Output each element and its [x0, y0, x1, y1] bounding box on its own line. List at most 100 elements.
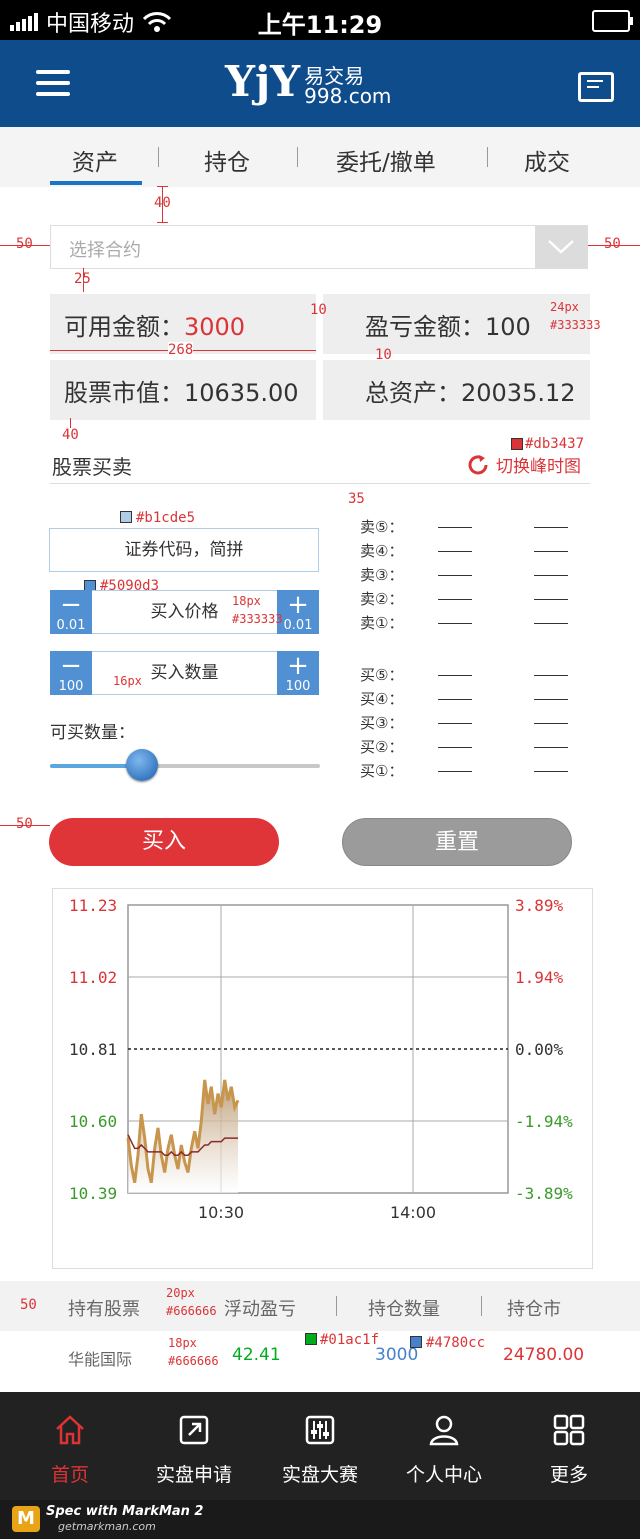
spec-label: 24px — [550, 300, 579, 314]
nav-profile[interactable]: 个人中心 — [380, 1392, 508, 1500]
tab-divider — [297, 147, 298, 167]
pnl-card: 盈亏金额：100 — [323, 294, 590, 354]
ask-level-label: 卖②： — [360, 590, 404, 608]
grid-icon — [553, 1414, 585, 1446]
menu-icon[interactable] — [36, 70, 70, 96]
contract-select[interactable]: 选择合约 — [50, 225, 588, 269]
qty-step-label: 100 — [285, 679, 311, 694]
y2-tick-label: 3.89% — [515, 896, 564, 915]
spec-label: 50 — [16, 236, 33, 252]
spec-label: #db3437 — [525, 436, 585, 452]
nav-contest[interactable]: 实盘大赛 — [256, 1392, 384, 1500]
average-line — [127, 1134, 238, 1157]
ask-price-empty — [438, 551, 472, 552]
reset-button[interactable]: 重置 — [342, 818, 572, 866]
quantity-slider-fill — [50, 764, 142, 768]
wifi-icon — [142, 12, 172, 32]
col-header-qty: 持仓数量 — [368, 1299, 440, 1320]
spec-label: 50 — [16, 816, 33, 832]
col-divider — [481, 1296, 482, 1316]
total-assets-label: 总资产： — [365, 379, 461, 407]
ask-level-label: 卖④： — [360, 542, 404, 560]
col-header-pnl: 浮动盈亏 — [224, 1299, 296, 1320]
plus-icon: + — [287, 651, 309, 681]
nav-home[interactable]: 首页 — [6, 1392, 134, 1500]
bid-price-empty — [438, 675, 472, 676]
price-decrease-button[interactable]: − 0.01 — [50, 590, 92, 634]
ask-volume-empty — [534, 551, 568, 552]
contract-select-placeholder: 选择合约 — [69, 240, 141, 261]
chart-svg: 11.23 3.89% 11.02 1.94% 10.81 0.00% 10.60 -1.94… — [69, 896, 573, 1222]
spec-label: #01ac1f — [320, 1332, 380, 1348]
holding-name: 华能国际 — [68, 1350, 133, 1369]
nav-contest-label: 实盘大赛 — [281, 1464, 358, 1486]
color-swatch — [511, 438, 523, 450]
plus-icon: + — [287, 590, 309, 620]
active-tab-indicator — [50, 181, 142, 185]
total-assets-value: 20035.12 — [461, 379, 576, 407]
spec-label: 18px — [232, 594, 261, 608]
color-swatch — [120, 511, 132, 523]
table-row[interactable]: 华能国际 42.41 3000 24780.00 18px #666666 #0… — [0, 1332, 640, 1380]
quantity-slider-handle[interactable] — [125, 749, 158, 781]
app-header: YjY 易交易 998.com — [0, 40, 640, 127]
ask-price-empty — [438, 599, 472, 600]
spec-line — [70, 418, 71, 428]
x-tick-label: 10:30 — [198, 1203, 244, 1222]
dropdown-button[interactable] — [535, 226, 587, 268]
col-divider — [336, 1296, 337, 1316]
buy-quantity-input[interactable]: 买入数量 — [92, 651, 277, 695]
qty-decrease-button[interactable]: − 100 — [50, 651, 92, 695]
external-link-icon — [179, 1415, 209, 1445]
spec-line — [588, 245, 640, 246]
col-header-stock: 持有股票 — [68, 1299, 140, 1320]
holdings-header: 持有股票 浮动盈亏 持仓数量 持仓市 20px #666666 — [0, 1281, 640, 1331]
ask-level-label: 卖③： — [360, 566, 404, 584]
divider — [50, 483, 590, 484]
spec-line — [157, 186, 168, 187]
bid-volume-empty — [534, 699, 568, 700]
price-increase-button[interactable]: + 0.01 — [277, 590, 319, 634]
spec-line — [0, 245, 50, 246]
total-assets-card: 总资产：20035.12 — [323, 360, 590, 420]
spec-label: 40 — [154, 195, 171, 211]
y2-tick-label: 1.94% — [515, 968, 564, 987]
buy-price-input[interactable]: 买入价格 — [92, 590, 277, 634]
switch-chart-button[interactable]: 切换峰时图 — [466, 452, 581, 477]
spec-label: #333333 — [232, 612, 283, 626]
bid-level-label: 买⑤： — [360, 666, 404, 684]
quantity-slider-track[interactable] — [50, 764, 320, 768]
spec-label: 50 — [20, 1297, 37, 1313]
markman-footer: M Spec with MarkMan 2 getmarkman.com — [0, 1500, 640, 1539]
ask-level-label: 卖①： — [360, 614, 404, 632]
markman-logo: M — [12, 1506, 40, 1532]
tab-assets[interactable]: 资产 — [72, 150, 118, 176]
refresh-icon — [468, 454, 488, 474]
spec-label: 50 — [604, 236, 621, 252]
spec-line — [83, 268, 84, 292]
spec-label: 10 — [310, 302, 327, 318]
message-icon[interactable] — [578, 72, 614, 102]
bid-volume-empty — [534, 675, 568, 676]
tab-positions[interactable]: 持仓 — [204, 150, 250, 176]
tab-orders[interactable]: 委托/撤单 — [336, 150, 436, 176]
nav-more[interactable]: 更多 — [505, 1392, 633, 1500]
spec-line — [157, 222, 168, 223]
bid-level-label: 买③： — [360, 714, 404, 732]
tab-divider — [158, 147, 159, 167]
spec-label: #333333 — [550, 318, 601, 332]
bid-price-empty — [438, 747, 472, 748]
logo: YjY 易交易 998.com — [225, 58, 391, 107]
security-code-input[interactable]: 证券代码，简拼 — [49, 528, 319, 572]
nav-apply[interactable]: 实盘申请 — [130, 1392, 258, 1500]
buy-button[interactable]: 买入 — [49, 818, 279, 866]
pnl-value: 100 — [485, 313, 531, 341]
spec-label: 25 — [74, 271, 91, 287]
spec-label: 16px — [113, 674, 142, 688]
spec-label: 10 — [375, 347, 392, 363]
qty-increase-button[interactable]: + 100 — [277, 651, 319, 695]
tab-trades[interactable]: 成交 — [524, 150, 570, 176]
y-tick-label: 10.60 — [69, 1112, 117, 1131]
nav-profile-label: 个人中心 — [405, 1464, 482, 1486]
color-swatch — [305, 1333, 317, 1345]
